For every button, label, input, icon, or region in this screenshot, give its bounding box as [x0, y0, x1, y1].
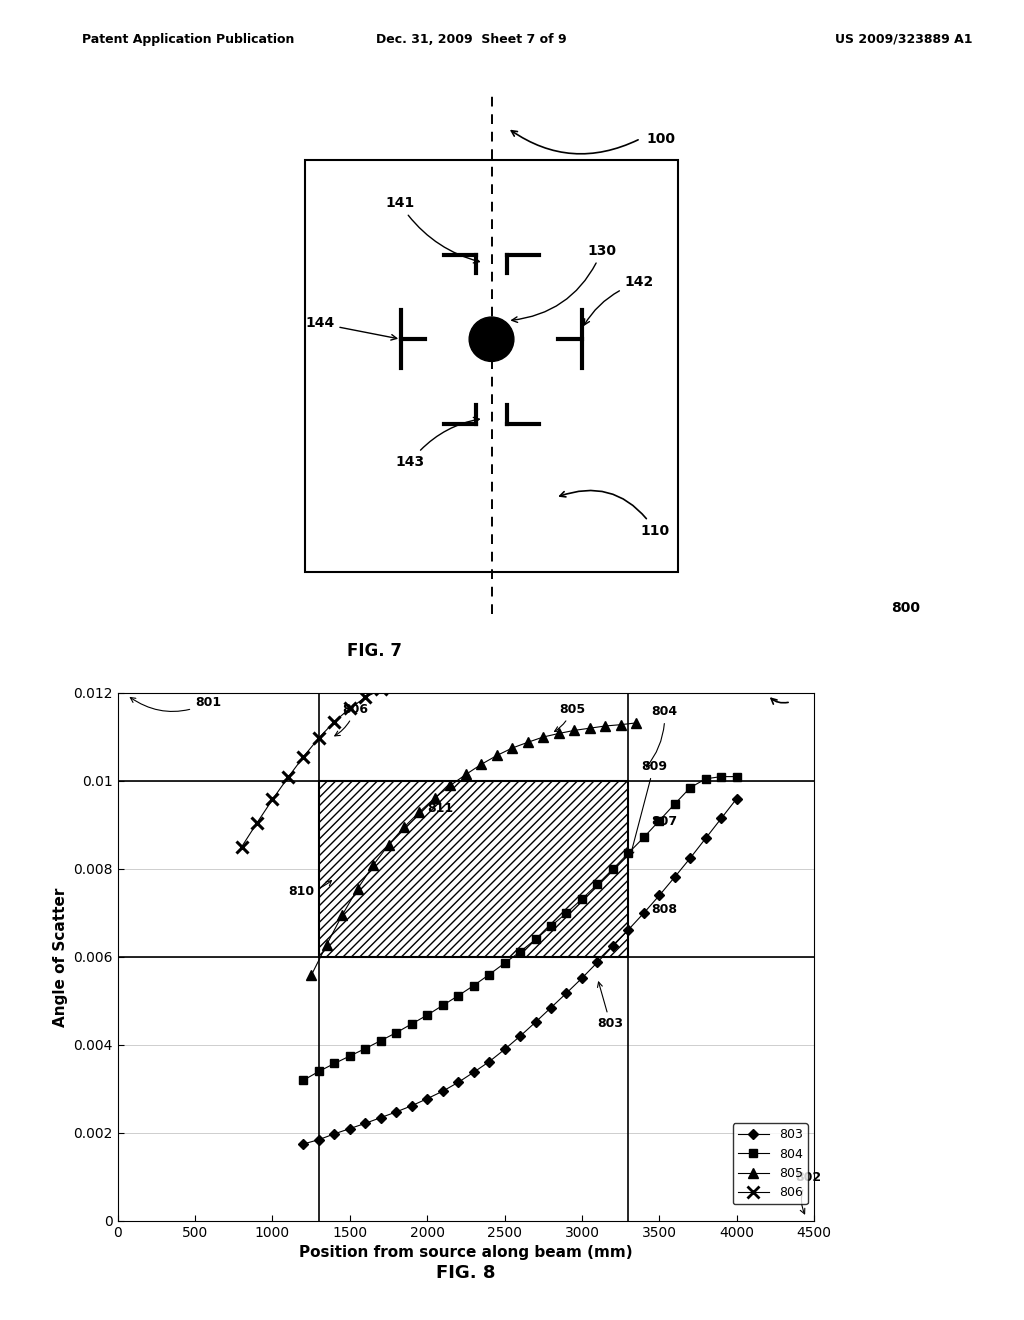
- Text: 810: 810: [288, 880, 332, 899]
- Bar: [318, 781, 629, 957]
- Text: Patent Application Publication: Patent Application Publication: [82, 33, 294, 46]
- Text: 800: 800: [891, 602, 920, 615]
- Text: 806: 806: [335, 702, 369, 735]
- Text: 130: 130: [512, 244, 616, 322]
- Text: 808: 808: [651, 903, 678, 916]
- Text: 100: 100: [646, 132, 675, 145]
- Legend: 803, 804, 805, 806: 803, 804, 805, 806: [732, 1123, 808, 1204]
- Text: 141: 141: [385, 197, 479, 263]
- X-axis label: Position from source along beam (mm): Position from source along beam (mm): [299, 1245, 633, 1261]
- Text: 802: 802: [796, 1171, 821, 1214]
- Text: 144: 144: [305, 317, 396, 341]
- Circle shape: [469, 317, 514, 362]
- Text: 804: 804: [646, 705, 678, 767]
- Text: US 2009/323889 A1: US 2009/323889 A1: [836, 33, 973, 46]
- Text: 801: 801: [130, 696, 221, 711]
- Bar: [305, 160, 678, 572]
- Text: 142: 142: [585, 276, 654, 325]
- Text: 807: 807: [651, 814, 678, 828]
- Text: 805: 805: [555, 702, 585, 731]
- Y-axis label: Angle of Scatter: Angle of Scatter: [53, 887, 68, 1027]
- Text: FIG. 7: FIG. 7: [347, 642, 401, 660]
- Text: 143: 143: [395, 417, 479, 469]
- Text: 110: 110: [560, 491, 670, 537]
- Text: 809: 809: [629, 760, 667, 857]
- Text: FIG. 8: FIG. 8: [436, 1263, 496, 1282]
- Text: 811: 811: [427, 801, 454, 814]
- Text: Dec. 31, 2009  Sheet 7 of 9: Dec. 31, 2009 Sheet 7 of 9: [376, 33, 566, 46]
- Text: 803: 803: [597, 982, 624, 1031]
